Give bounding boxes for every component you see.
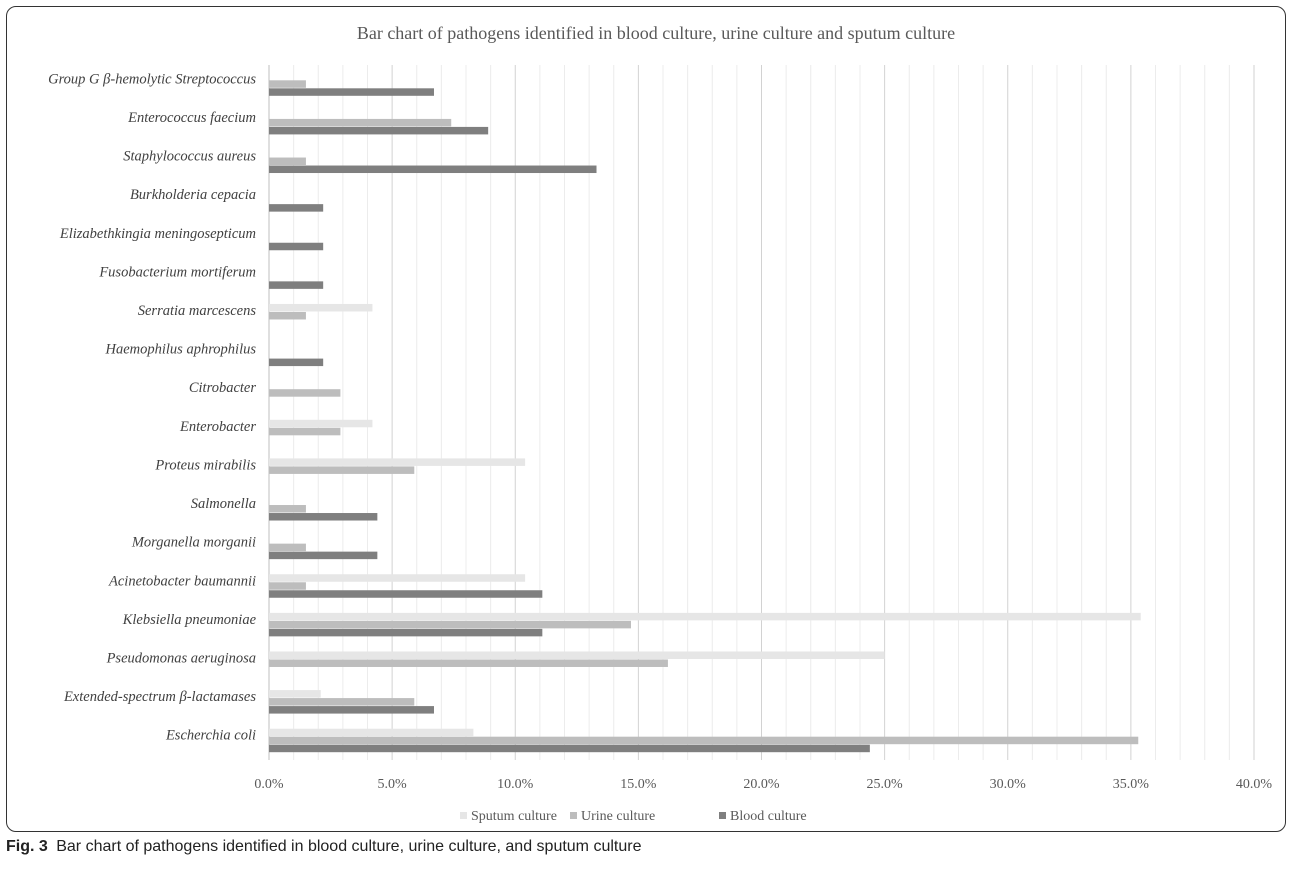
category-label: Morganella morganii [131, 535, 256, 551]
bar-urine-culture-morganella-morganii [269, 543, 306, 552]
category-label: Proteus mirabilis [154, 457, 256, 473]
category-label: Pseudomonas aeruginosa [106, 650, 256, 666]
bar-sputum-culture-acinetobacter-baumannii [269, 574, 526, 582]
category-label: Burkholderia cepacia [130, 187, 256, 203]
x-tick-label: 30.0% [990, 777, 1027, 792]
bar-urine-culture-enterococcus-faecium [269, 118, 452, 127]
bar-sputum-culture-escherchia-coli [269, 728, 474, 737]
category-label: Acinetobacter baumannii [108, 573, 256, 589]
bar-blood-culture-burkholderia-cepacia [269, 204, 324, 212]
category-label: Salmonella [191, 496, 256, 512]
bar-urine-culture-salmonella [269, 505, 306, 513]
legend-item-urine-culture: Urine culture [570, 809, 655, 824]
category-label: Group G β-hemolytic Streptococcus [48, 71, 256, 87]
legend-swatch [719, 812, 726, 819]
bar-blood-culture-morganella-morganii [269, 551, 378, 560]
x-tick-label: 10.0% [497, 777, 534, 792]
figure-caption-text: Bar chart of pathogens identified in blo… [56, 838, 642, 855]
bar-blood-culture-elizabethkingia-meningosepticum [269, 242, 324, 251]
legend: Sputum culture Urine culture Blood culture [460, 809, 807, 824]
bar-chart: Bar chart of pathogens identified in blo… [48, 23, 1272, 824]
legend-item-blood-culture: Blood culture [719, 809, 807, 824]
bar-urine-culture-acinetobacter-baumannii [269, 582, 306, 590]
bar-urine-culture-enterobacter [269, 427, 341, 436]
x-tick-label: 25.0% [867, 777, 904, 792]
legend-swatch [460, 812, 467, 819]
category-label: Haemophilus aphrophilus [104, 342, 256, 358]
bar-sputum-culture-klebsiella-pneumoniae [269, 612, 1141, 621]
grid-lines [268, 65, 1255, 760]
bar-blood-culture-extended-spectrum-lactamases [269, 706, 434, 714]
x-axis-tick-labels: 0.0% 5.0% 10.0% 15.0% 20.0% 25.0% 30.0% 35.0% 40… [254, 777, 1272, 792]
figure-label: Fig. 3 [6, 838, 48, 855]
bar-urine-culture-proteus-mirabilis [269, 466, 415, 474]
chart-title: Bar chart of pathogens identified in blo… [357, 23, 955, 43]
bar-urine-culture-escherchia-coli [269, 736, 1139, 745]
bar-blood-culture-fusobacterium-mortiferum [269, 281, 324, 289]
bar-blood-culture-enterococcus-faecium [269, 126, 489, 135]
x-tick-label: 40.0% [1236, 777, 1273, 792]
bar-blood-culture-escherchia-coli [269, 744, 870, 753]
figure-caption: Fig. 3 Bar chart of pathogens identified… [6, 838, 641, 856]
bars [269, 80, 1141, 753]
legend-label: Blood culture [730, 809, 807, 824]
bar-urine-culture-citrobacter [269, 389, 341, 397]
bar-urine-culture-klebsiella-pneumoniae [269, 620, 631, 629]
x-tick-label: 35.0% [1113, 777, 1150, 792]
category-label: Escherchia coli [165, 728, 256, 744]
bar-urine-culture-pseudomonas-aeruginosa [269, 659, 668, 667]
category-label: Klebsiella pneumoniae [122, 612, 257, 628]
category-labels: Group G β-hemolytic Streptococcus Enteroc… [48, 71, 256, 743]
bar-sputum-culture-enterobacter [269, 419, 373, 428]
category-label: Citrobacter [189, 380, 256, 396]
bar-blood-culture-salmonella [269, 513, 378, 521]
x-tick-label: 0.0% [254, 777, 284, 792]
category-label: Staphylococcus aureus [123, 149, 256, 165]
category-label: Enterobacter [179, 419, 256, 435]
bar-sputum-culture-proteus-mirabilis [269, 458, 526, 466]
bar-urine-culture-extended-spectrum-lactamases [269, 698, 415, 706]
x-tick-label: 15.0% [620, 777, 657, 792]
legend-label: Sputum culture [471, 809, 557, 824]
x-tick-label: 5.0% [378, 777, 408, 792]
legend-swatch [570, 812, 577, 819]
bar-urine-culture-serratia-marcescens [269, 311, 306, 320]
bar-urine-culture-staphylococcus-aureus [269, 157, 306, 166]
bar-blood-culture-haemophilus-aphrophilus [269, 358, 324, 367]
bar-sputum-culture-extended-spectrum-lactamases [269, 690, 321, 698]
category-label: Fusobacterium mortiferum [98, 264, 256, 280]
bar-sputum-culture-pseudomonas-aeruginosa [269, 651, 885, 659]
chart-frame [6, 6, 1286, 832]
category-label: Elizabethkingia meningosepticum [59, 226, 256, 242]
bar-sputum-culture-serratia-marcescens [269, 303, 373, 312]
x-tick-label: 20.0% [743, 777, 780, 792]
legend-label: Urine culture [581, 809, 655, 824]
category-label: Enterococcus faecium [127, 110, 256, 126]
bar-blood-culture-group-g-hemolytic-streptococcus [269, 88, 434, 96]
category-label: Serratia marcescens [138, 303, 257, 319]
bar-urine-culture-group-g-hemolytic-streptococcus [269, 80, 306, 88]
legend-item-sputum-culture: Sputum culture [460, 809, 557, 824]
bar-blood-culture-acinetobacter-baumannii [269, 590, 543, 598]
category-label: Extended-spectrum β-lactamases [63, 689, 256, 705]
bar-blood-culture-klebsiella-pneumoniae [269, 628, 543, 637]
bar-blood-culture-staphylococcus-aureus [269, 165, 597, 174]
